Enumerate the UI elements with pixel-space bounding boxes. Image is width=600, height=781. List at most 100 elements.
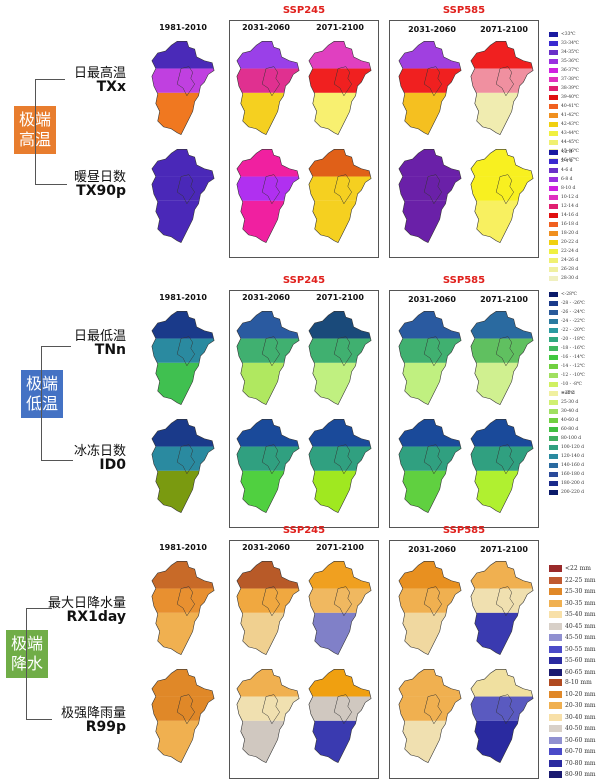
legend-swatch [549,436,558,441]
legend-item: 20-30 mm [549,700,600,712]
legend-label: 18-20 d [561,231,579,236]
legend-swatch [549,32,558,37]
map-tx90p-ssp245-late [308,149,372,244]
legend-item: 55-60 mm [549,655,600,667]
map-txx-baseline [151,41,215,136]
map-zone [236,588,300,613]
map-zone [398,669,462,697]
beijing-tianjin-outline [176,586,195,617]
map-zone [236,92,300,135]
beijing-tianjin-outline [333,694,352,725]
legend-item: 40-60 d [549,416,600,425]
map-zone [236,362,300,405]
index-code: TNn [94,342,126,358]
legend-swatch [549,588,562,596]
bracket-vertical [41,346,42,460]
legend-swatch [549,41,558,46]
period-label-ssp245-late: 2071-2100 [316,543,364,552]
map-zone [151,200,215,243]
legend-swatch [549,679,562,687]
map-zone [470,470,534,513]
map-rx1day-ssp245-late [308,561,372,656]
legend-item: 36-37℃ [549,66,600,75]
legend-item: 18-20 d [549,229,600,238]
legend-label: 43-44℃ [561,131,580,136]
scenario-panel-ssp585 [389,20,539,258]
legend-item: <2 d [549,148,600,157]
map-zone [236,338,300,363]
legend-swatch [549,301,558,306]
legend-swatch [549,186,558,191]
region-outline [398,669,462,764]
legend-swatch [549,240,558,245]
legend-item: 37-38℃ [549,75,600,84]
legend-label: 30-35 mm [565,599,596,607]
map-zone [308,588,372,613]
map-zone [308,149,372,177]
map-r99p-ssp585-late [470,669,534,764]
legend-swatch [549,418,558,423]
map-tnn-ssp585-late [470,311,534,406]
map-zone [151,561,215,589]
map-tnn-baseline [151,311,215,406]
legend-label: <-28℃ [561,292,578,297]
map-zone [236,470,300,513]
legend-item: 60-80 d [549,425,600,434]
beijing-tianjin-outline [333,336,352,367]
map-zone [398,92,462,135]
legend-item: -16 - -14℃ [549,353,600,362]
legend-label: -22 - -20℃ [561,328,585,333]
legend-label: 22-24 d [561,249,579,254]
legend-item: -26 - -24℃ [549,308,600,317]
legend-label: 120-140 d [561,454,585,459]
period-label-ssp245-mid: 2031-2060 [242,543,290,552]
map-zone [151,149,215,177]
map-zone [308,669,372,697]
index-name-cn: 日最低温 [73,329,126,344]
map-zone [398,419,462,447]
legend-label: 2-4 d [561,159,573,164]
legend-label: 80-100 d [561,436,582,441]
legend-item: 24-26 d [549,256,600,265]
legend-label: -20 - -18℃ [561,337,585,342]
bracket-top [41,346,71,347]
legend-rx1day: <22 mm 22-25 mm 25-30 mm 30-35 mm 35-40 mm 40… [549,563,600,678]
map-zone [151,311,215,339]
map-zone [398,149,462,177]
legend-item: 70-80 mm [549,758,600,770]
beijing-tianjin-outline [333,444,352,475]
scenario-label-ssp585: SSP585 [442,275,486,286]
map-zone [151,696,215,721]
map-rx1day-ssp585-late [470,561,534,656]
legend-label: 45-50 mm [565,634,596,642]
legend-item: 120-140 d [549,452,600,461]
legend-label: 40-41℃ [561,104,580,109]
legend-swatch [549,725,562,733]
map-zone [151,176,215,201]
map-zone [308,41,372,69]
region-outline [236,669,300,764]
map-zone [151,612,215,655]
map-zone [236,176,300,201]
beijing-tianjin-outline [176,694,195,725]
map-rx1day-baseline [151,561,215,656]
legend-swatch [549,177,558,182]
map-id0-ssp245-mid [236,419,300,514]
map-zone [236,419,300,447]
legend-item: 14-16 d [549,211,600,220]
legend-label: 4-6 d [561,168,573,173]
legend-label: <33℃ [561,32,576,37]
map-zone [236,446,300,471]
index-code: ID0 [99,457,126,473]
legend-swatch [549,50,558,55]
map-zone [308,561,372,589]
legend-swatch [549,759,562,767]
legend-swatch [549,77,558,82]
legend-swatch [549,373,558,378]
legend-item: <33℃ [549,30,600,39]
legend-item: 10-12 d [549,193,600,202]
category-badge-cold: 极端 低温 [21,370,63,418]
bracket-vertical [26,608,27,719]
legend-swatch [549,611,562,619]
legend-swatch [549,427,558,432]
